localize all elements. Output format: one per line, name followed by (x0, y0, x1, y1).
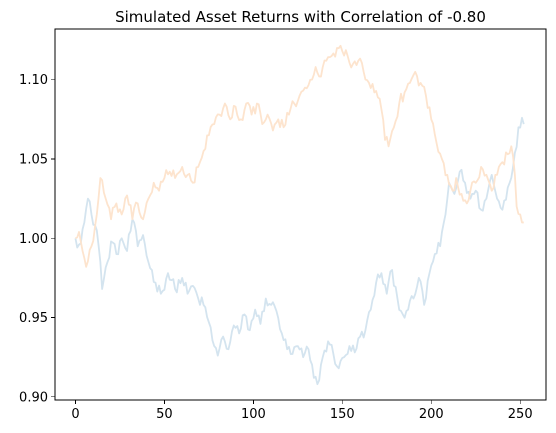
series-line-1 (74, 116, 525, 386)
x-tick-label: 100 (241, 407, 266, 422)
y-tick-label: 1.00 (19, 232, 48, 247)
plot-frame (54, 28, 547, 401)
axes-layer: 0 50 100 150 200 250 0.90 0.95 1.00 1.05 1.10 (19, 28, 547, 422)
x-tick-label: 50 (156, 407, 173, 422)
x-tick-label: 0 (71, 407, 79, 422)
x-tick-label: 150 (330, 407, 355, 422)
y-tick-label: 0.90 (19, 390, 48, 405)
series-layer (74, 44, 525, 386)
chart-title: Simulated Asset Returns with Correlation… (115, 8, 486, 26)
series-line-2 (75, 44, 524, 268)
x-tick-label: 250 (508, 407, 533, 422)
y-tick-label: 0.95 (19, 311, 48, 326)
x-tick-label: 200 (419, 407, 444, 422)
y-tick-label: 1.10 (19, 73, 48, 88)
y-tick-label: 1.05 (19, 153, 48, 168)
